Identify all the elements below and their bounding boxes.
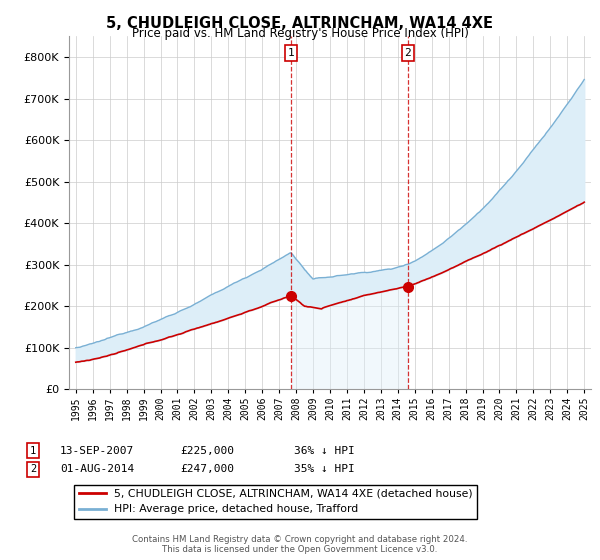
Text: Price paid vs. HM Land Registry's House Price Index (HPI): Price paid vs. HM Land Registry's House …	[131, 27, 469, 40]
Text: 2: 2	[30, 464, 36, 474]
Text: £247,000: £247,000	[180, 464, 234, 474]
Legend: 5, CHUDLEIGH CLOSE, ALTRINCHAM, WA14 4XE (detached house), HPI: Average price, d: 5, CHUDLEIGH CLOSE, ALTRINCHAM, WA14 4XE…	[74, 484, 478, 519]
Text: 36% ↓ HPI: 36% ↓ HPI	[294, 446, 355, 456]
Text: Contains HM Land Registry data © Crown copyright and database right 2024.
This d: Contains HM Land Registry data © Crown c…	[132, 535, 468, 554]
Text: 35% ↓ HPI: 35% ↓ HPI	[294, 464, 355, 474]
Text: 5, CHUDLEIGH CLOSE, ALTRINCHAM, WA14 4XE: 5, CHUDLEIGH CLOSE, ALTRINCHAM, WA14 4XE	[107, 16, 493, 31]
Text: 01-AUG-2014: 01-AUG-2014	[60, 464, 134, 474]
Text: 13-SEP-2007: 13-SEP-2007	[60, 446, 134, 456]
Text: 1: 1	[30, 446, 36, 456]
Text: £225,000: £225,000	[180, 446, 234, 456]
Text: 2: 2	[404, 48, 412, 58]
Text: 1: 1	[287, 48, 295, 58]
